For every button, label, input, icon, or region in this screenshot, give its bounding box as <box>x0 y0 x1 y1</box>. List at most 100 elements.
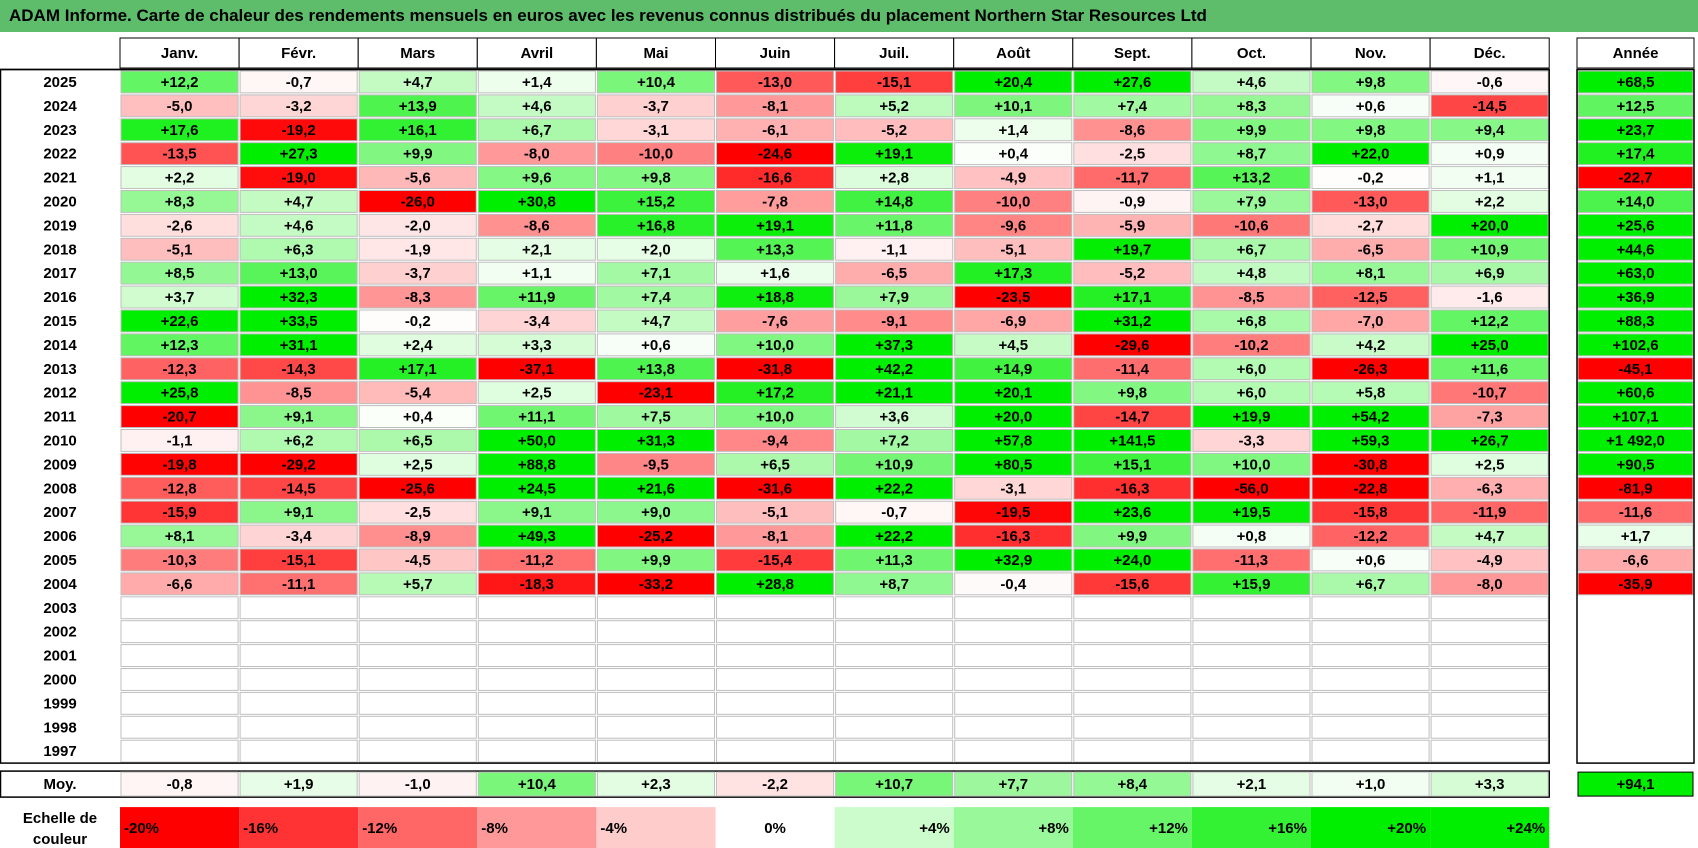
heatmap-cell <box>1311 381 1430 405</box>
cell-value: -5,0 <box>167 98 193 115</box>
heatmap-cell <box>835 94 954 118</box>
heatmap-cell <box>358 452 477 476</box>
cell-value: +4,6 <box>522 98 552 115</box>
cell-value: +6,3 <box>284 241 314 258</box>
heatmap-cell <box>954 476 1073 500</box>
cell-value: +30,8 <box>518 193 556 210</box>
heatmap-cell <box>120 644 239 667</box>
heatmap-cell <box>239 94 358 118</box>
heatmap-cell <box>1192 500 1311 524</box>
cell-value: -5,1 <box>1000 241 1026 258</box>
cell-value: -8,5 <box>286 385 312 402</box>
cell-value: -4,9 <box>1000 170 1026 187</box>
heatmap-cell <box>477 572 596 596</box>
heatmap-cell <box>954 381 1073 405</box>
cell-value: -7,8 <box>762 193 788 210</box>
heatmap-cell <box>239 405 358 429</box>
heatmap-cell <box>1192 548 1311 572</box>
cell-value: +11,1 <box>518 409 555 426</box>
heatmap-cell <box>1073 596 1192 620</box>
heatmap-cell <box>1311 70 1430 94</box>
heatmap-cell <box>358 333 477 357</box>
heatmap-cell <box>1311 500 1430 524</box>
heatmap-cell <box>120 691 239 715</box>
heatmap-cell <box>1073 620 1192 644</box>
heatmap-cell <box>477 500 596 524</box>
cell-value: -0,6 <box>1477 74 1503 91</box>
heatmap-cell <box>1073 190 1192 213</box>
cell-value: -5,4 <box>405 385 432 402</box>
cell-value: +2,4 <box>403 337 433 354</box>
cell-value: +4,2 <box>1356 337 1386 354</box>
month-header: Oct. <box>1237 45 1266 62</box>
heatmap-cell <box>716 285 835 309</box>
scale-label: 0% <box>764 820 786 837</box>
heatmap-cell <box>120 213 239 237</box>
heatmap-cell <box>954 668 1073 691</box>
cell-value: -31,6 <box>758 480 792 497</box>
heatmap-cell <box>1192 596 1311 620</box>
heatmap-cell <box>716 452 835 476</box>
annual-cell <box>1577 333 1694 357</box>
cell-value: -1,9 <box>405 241 431 258</box>
heatmap-cell <box>1430 142 1549 166</box>
year-label: 2015 <box>43 313 76 330</box>
heatmap-cell <box>835 405 954 429</box>
heatmap-cell <box>1430 309 1549 333</box>
cell-value: -15,1 <box>877 74 911 91</box>
heatmap-cell <box>1430 237 1549 261</box>
heatmap-cell <box>1192 166 1311 190</box>
heatmap-cell <box>716 429 835 452</box>
heatmap-cell <box>1192 190 1311 213</box>
average-cell <box>239 771 358 797</box>
heatmap-cell <box>120 381 239 405</box>
heatmap-cell <box>1311 118 1430 142</box>
heatmap-cell <box>835 524 954 548</box>
cell-value: -26,0 <box>401 193 435 210</box>
heatmap-cell <box>358 357 477 381</box>
heatmap-cell <box>239 381 358 405</box>
heatmap-cell <box>239 620 358 644</box>
heatmap-cell <box>716 261 835 285</box>
month-header-cell <box>1191 37 1312 69</box>
heatmap-cell <box>1073 357 1192 381</box>
average-cell <box>1430 771 1549 797</box>
cell-value: +5,2 <box>879 98 909 115</box>
heatmap-cell <box>120 405 239 429</box>
cell-value: +9,1 <box>522 504 552 521</box>
heatmap-cell <box>1311 357 1430 381</box>
cell-value: +19,5 <box>1232 504 1270 521</box>
cell-value: +32,3 <box>280 289 318 306</box>
cell-value: -12,2 <box>1353 528 1387 545</box>
cell-value: +6,5 <box>760 456 790 473</box>
annual-cell <box>1577 429 1694 452</box>
annual-value: +17,4 <box>1617 146 1656 163</box>
cell-value: -2,5 <box>405 504 431 521</box>
cell-value: -19,8 <box>162 456 196 473</box>
heatmap-cell <box>1311 596 1430 620</box>
scale-swatch <box>120 807 240 848</box>
heatmap-cell <box>835 620 954 644</box>
heatmap-cell <box>1192 524 1311 548</box>
cell-value: +1,1 <box>1475 170 1505 187</box>
heatmap-cell <box>239 644 358 667</box>
heatmap-cell <box>1073 142 1192 166</box>
heatmap-cell <box>239 285 358 309</box>
heatmap-cell <box>596 572 716 596</box>
scale-swatch <box>953 807 1073 848</box>
cell-value: +21,1 <box>875 385 913 402</box>
heatmap-cell <box>596 261 716 285</box>
heatmap-cell <box>835 213 954 237</box>
scale-label: +12% <box>1149 820 1188 837</box>
heatmap-cell <box>1311 452 1430 476</box>
heatmap-cell <box>1311 213 1430 237</box>
heatmap-cell <box>835 668 954 691</box>
heatmap-cell <box>239 548 358 572</box>
heatmap-cell <box>716 237 835 261</box>
cell-value: -0,2 <box>405 313 431 330</box>
heatmap-cell <box>120 261 239 285</box>
cell-value: -8,0 <box>524 146 550 163</box>
heatmap-cell <box>477 261 596 285</box>
heatmap-cell <box>954 142 1073 166</box>
heatmap-cell <box>1073 166 1192 190</box>
